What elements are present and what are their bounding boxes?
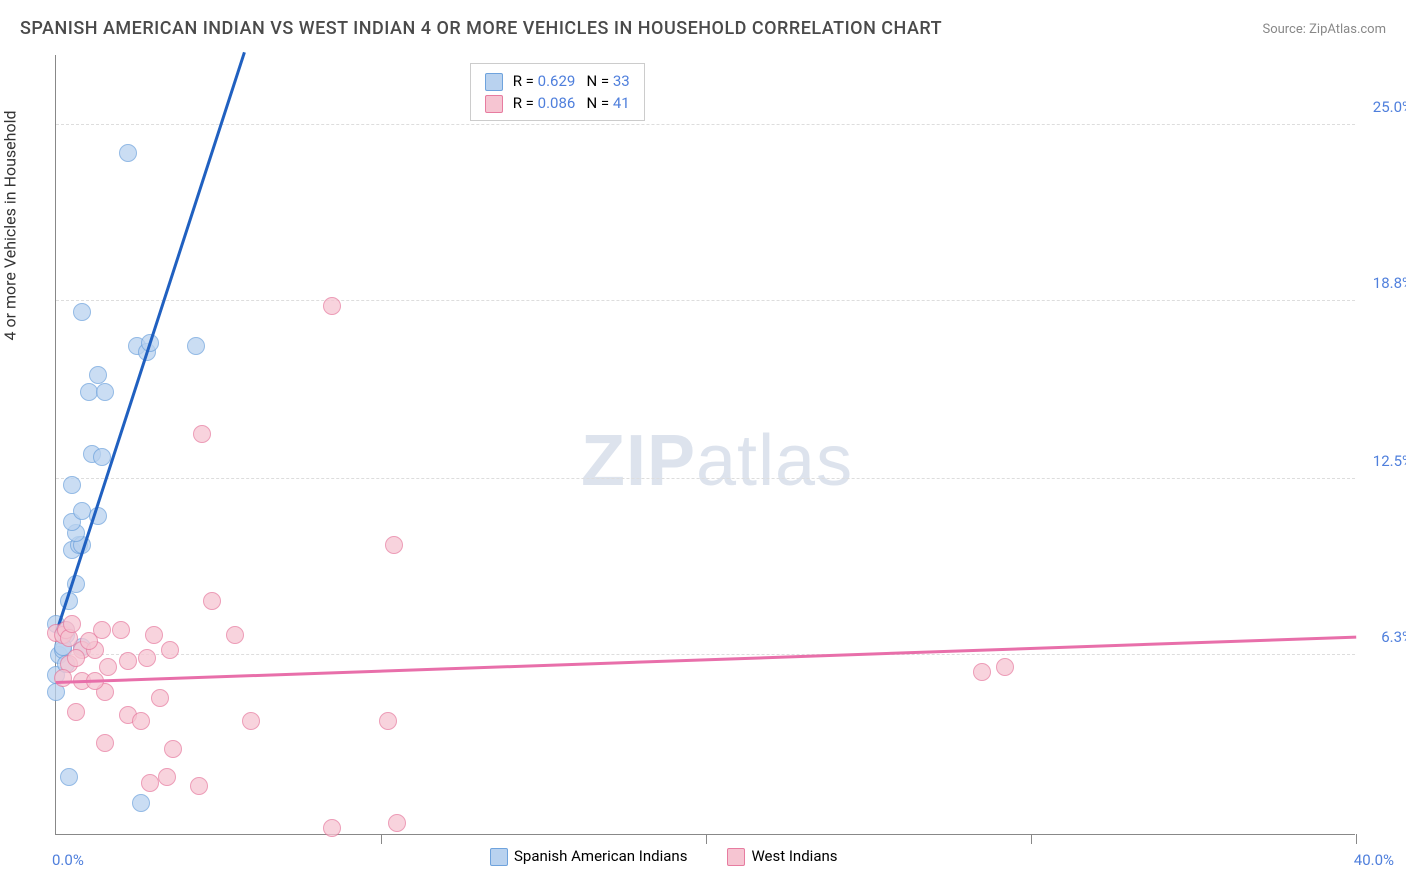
- data-point: [973, 663, 991, 681]
- x-tick: [1356, 834, 1357, 844]
- legend-series-item: Spanish American Indians: [490, 847, 687, 866]
- legend-series: Spanish American Indians West Indians: [490, 847, 838, 866]
- data-point: [60, 768, 78, 786]
- data-point: [385, 536, 403, 554]
- data-point: [323, 819, 341, 837]
- watermark-bold: ZIP: [581, 421, 696, 501]
- data-point: [193, 425, 211, 443]
- data-point: [203, 592, 221, 610]
- x-tick: [706, 834, 707, 844]
- x-max-label: 40.0%: [1354, 851, 1394, 869]
- y-axis-title: 4 or more Vehicles in Household: [1, 110, 20, 340]
- data-point: [93, 621, 111, 639]
- y-tick-label: 18.8%: [1373, 274, 1406, 292]
- data-point: [67, 649, 85, 667]
- data-point: [379, 712, 397, 730]
- regression-line: [56, 635, 1356, 683]
- source-label: Source: ZipAtlas.com: [1262, 22, 1386, 37]
- data-point: [89, 366, 107, 384]
- x-tick: [381, 834, 382, 844]
- data-point: [138, 649, 156, 667]
- data-point: [161, 641, 179, 659]
- data-point: [190, 777, 208, 795]
- data-point: [226, 626, 244, 644]
- legend-series-item: West Indians: [727, 847, 837, 866]
- data-point: [63, 615, 81, 633]
- data-point: [67, 703, 85, 721]
- data-point: [73, 303, 91, 321]
- gridline: [56, 478, 1355, 479]
- data-point: [99, 658, 117, 676]
- x-tick: [1031, 834, 1032, 844]
- regression-line: [55, 52, 246, 634]
- data-point: [145, 626, 163, 644]
- data-point: [187, 337, 205, 355]
- data-point: [242, 712, 260, 730]
- watermark-light: atlas: [696, 421, 853, 501]
- gridline: [56, 300, 1355, 301]
- gridline: [56, 124, 1355, 125]
- data-point: [54, 669, 72, 687]
- data-point: [112, 621, 130, 639]
- data-point: [323, 297, 341, 315]
- y-tick-label: 6.3%: [1381, 628, 1406, 646]
- data-point: [96, 734, 114, 752]
- legend-stat-row: R = 0.086 N = 41: [485, 92, 630, 114]
- gridline: [56, 654, 1355, 655]
- chart-title: SPANISH AMERICAN INDIAN VS WEST INDIAN 4…: [20, 18, 942, 39]
- x-min-label: 0.0%: [52, 851, 84, 869]
- y-tick-label: 12.5%: [1373, 452, 1406, 470]
- y-tick-label: 25.0%: [1373, 98, 1406, 116]
- watermark: ZIPatlas: [581, 420, 853, 502]
- legend-stats: R = 0.629 N = 33 R = 0.086 N = 41: [470, 63, 645, 121]
- legend-stat-row: R = 0.629 N = 33: [485, 70, 630, 92]
- data-point: [388, 814, 406, 832]
- data-point: [158, 768, 176, 786]
- chart-container: SPANISH AMERICAN INDIAN VS WEST INDIAN 4…: [0, 0, 1406, 892]
- data-point: [132, 794, 150, 812]
- data-point: [96, 383, 114, 401]
- data-point: [63, 476, 81, 494]
- data-point: [119, 652, 137, 670]
- data-point: [132, 712, 150, 730]
- data-point: [93, 448, 111, 466]
- data-point: [996, 658, 1014, 676]
- data-point: [164, 740, 182, 758]
- data-point: [151, 689, 169, 707]
- plot-area: ZIPatlas 6.3%12.5%18.8%25.0%: [55, 55, 1355, 835]
- data-point: [119, 144, 137, 162]
